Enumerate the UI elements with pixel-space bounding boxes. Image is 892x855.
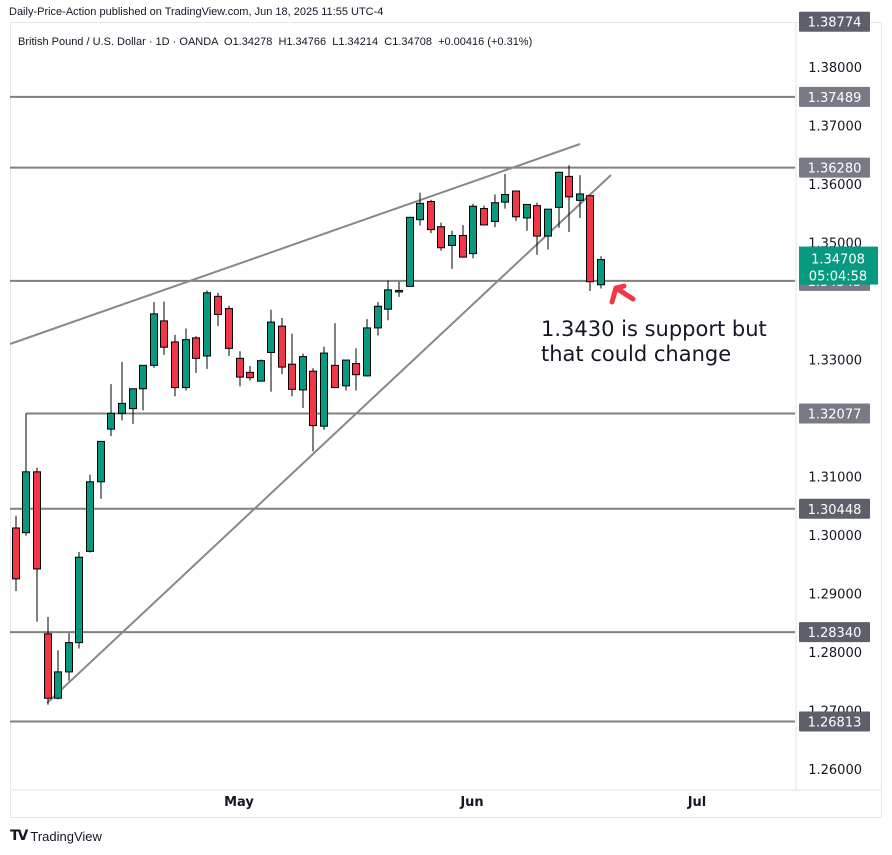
level-price-label: 1.28340 (808, 626, 862, 641)
candle-up[interactable] (501, 194, 509, 203)
candle-up[interactable] (97, 440, 105, 483)
candle-up[interactable] (363, 327, 371, 377)
candle-down[interactable] (331, 364, 339, 389)
candle-up[interactable] (267, 321, 275, 353)
candle-down[interactable] (427, 201, 435, 231)
level-price-label-bg (799, 157, 870, 178)
candle-down[interactable] (352, 363, 360, 376)
time-tick-label: Jul (687, 795, 707, 810)
lower-wedge-line[interactable] (46, 174, 612, 704)
candle-down[interactable] (33, 471, 41, 570)
footer: TV TradingView (10, 828, 102, 844)
chart-frame (10, 22, 882, 818)
candle-up[interactable] (129, 388, 137, 410)
candle-down[interactable] (278, 325, 286, 368)
candle-up[interactable] (374, 305, 382, 329)
upper-wedge-line[interactable] (9, 143, 581, 345)
candle-down[interactable] (512, 190, 520, 218)
candle-up[interactable] (406, 216, 414, 287)
candle-down[interactable] (246, 371, 254, 379)
time-tick-label: May (224, 795, 254, 810)
price-tick-label: 1.31000 (808, 471, 862, 486)
symbol-legend: British Pound / U.S. Dollar · 1D · OANDA… (18, 36, 533, 48)
candle-down[interactable] (236, 357, 244, 378)
candle-up[interactable] (576, 193, 584, 201)
candle-down[interactable] (309, 370, 317, 427)
candle-up[interactable] (54, 671, 62, 699)
candle-up[interactable] (491, 202, 499, 222)
level-price-label: 1.32077 (808, 407, 862, 422)
publish-caption: Daily-Price-Action published on TradingV… (9, 6, 384, 18)
candle-down[interactable] (44, 633, 52, 699)
price-tick-label: 1.28000 (808, 646, 862, 661)
support-annotation-text: 1.3430 is support but that could change (541, 317, 767, 366)
level-price-label: 1.26813 (808, 715, 862, 730)
level-price-label: 1.30448 (808, 503, 862, 518)
level-price-label-bg (799, 622, 870, 643)
candle-down[interactable] (459, 234, 467, 258)
candle-up[interactable] (395, 289, 403, 293)
candle-up[interactable] (107, 412, 115, 430)
level-price-label: 1.36280 (808, 162, 862, 177)
candle-down[interactable] (225, 308, 233, 349)
level-price-label-bg (799, 403, 870, 424)
bar-countdown: 05:04:58 (809, 270, 867, 285)
candle-up[interactable] (65, 642, 73, 673)
candle-down[interactable] (192, 337, 200, 359)
candle-down[interactable] (288, 363, 296, 390)
price-tick-label: 1.26000 (808, 763, 862, 778)
candle-down[interactable] (565, 175, 573, 198)
candle-up[interactable] (555, 171, 563, 208)
candle-up[interactable] (182, 339, 190, 389)
candle-up[interactable] (75, 556, 83, 644)
candle-up[interactable] (416, 202, 424, 221)
tradingview-brand[interactable]: TradingView (30, 828, 102, 844)
tradingview-logo-icon[interactable]: TV (10, 828, 28, 844)
candle-down[interactable] (586, 195, 594, 283)
red-arrow-icon (609, 283, 636, 305)
candle-up[interactable] (299, 356, 307, 391)
current-price-label-bg (799, 246, 878, 285)
candle-up[interactable] (150, 313, 158, 366)
candle-up[interactable] (257, 360, 265, 382)
candle-up[interactable] (544, 208, 552, 237)
candle-up[interactable] (139, 364, 147, 390)
price-tick-label: 1.38000 (808, 61, 862, 76)
candle-down[interactable] (480, 208, 488, 226)
level-price-label-bg (799, 11, 870, 32)
level-price-label-bg (799, 498, 870, 519)
candle-down[interactable] (12, 527, 20, 580)
level-price-label-bg (799, 711, 870, 732)
candle-down[interactable] (437, 226, 445, 249)
candle-up[interactable] (523, 203, 531, 219)
candle-down[interactable] (160, 320, 168, 348)
candle-up[interactable] (118, 402, 126, 414)
candle-up[interactable] (203, 292, 211, 357)
candle-down[interactable] (171, 341, 179, 389)
current-price-value: 1.34708 (811, 253, 865, 268)
candle-down[interactable] (214, 295, 222, 315)
price-tick-label: 1.29000 (808, 588, 862, 603)
price-tick-label: 1.30000 (808, 529, 862, 544)
candle-up[interactable] (22, 471, 30, 534)
candle-up[interactable] (469, 205, 477, 255)
time-tick-label: Jun (459, 795, 483, 810)
level-price-label: 1.38774 (808, 16, 862, 31)
price-tick-label: 1.37000 (808, 120, 862, 135)
candle-up[interactable] (342, 359, 350, 387)
candle-down[interactable] (533, 205, 541, 237)
level-price-label-bg (799, 86, 870, 107)
price-tick-label: 1.36000 (808, 178, 862, 193)
candle-up[interactable] (384, 289, 392, 310)
candle-up[interactable] (320, 352, 328, 427)
level-price-label: 1.37489 (808, 91, 862, 106)
candle-up[interactable] (448, 234, 456, 246)
candle-up[interactable] (86, 481, 94, 552)
candle-up[interactable] (597, 259, 605, 286)
price-tick-label: 1.33000 (808, 354, 862, 369)
